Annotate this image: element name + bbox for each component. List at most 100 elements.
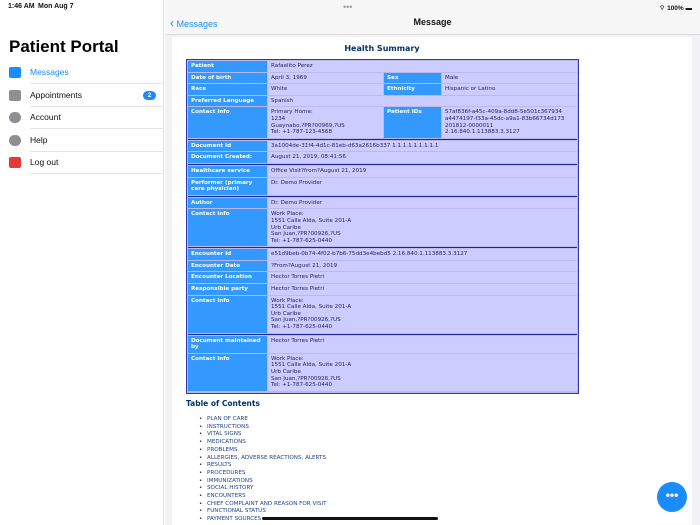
sidebar: 1:46 AM Mon Aug 7 Patient Portal Message… — [0, 0, 164, 525]
field-value: April 3, 1969 — [268, 72, 383, 84]
sidebar-item-messages[interactable]: Messages — [0, 62, 164, 84]
toc-link[interactable]: SOCIAL HISTORY — [199, 485, 327, 493]
toc-link[interactable]: FUNCTIONAL STATUS — [199, 508, 327, 516]
field-value: 57af836f-a45c-409a-8dd8-5e501c367934 a44… — [442, 107, 577, 138]
home-indicator — [262, 517, 438, 520]
field-value: ?From?August 21, 2019 — [268, 260, 577, 272]
envelope-icon — [9, 67, 21, 78]
table-row: Date of birth April 3, 1969 Sex Male — [188, 72, 577, 84]
field-label: Contact info — [188, 107, 267, 138]
logout-icon — [9, 157, 21, 168]
table-row: Encounter Id e51d9beb-0b74-4f02-b7b6-75dd… — [188, 249, 577, 260]
status-date: Mon Aug 7 — [38, 3, 74, 10]
field-value: Primary Home: 1234 Guaynabo,?PR?00969,?U… — [268, 107, 383, 138]
sidebar-item-label: Appointments — [30, 89, 82, 100]
sidebar-item-label: Log out — [30, 157, 59, 167]
toc-list: PLAN OF CAREINSTRUCTIONSVITAL SIGNSMEDIC… — [199, 416, 327, 524]
table-row: Contact info Primary Home: 1234 Guaynabo,… — [188, 107, 577, 138]
divider — [30, 150, 164, 152]
toc-link[interactable]: INSTRUCTIONS — [199, 424, 327, 432]
person-icon — [9, 112, 21, 123]
field-label: Preferred Language — [188, 95, 267, 107]
field-label: Encounter Date — [188, 260, 267, 272]
table-section: Document Id 3a1004de-31f4-4d1c-81eb-d63a2… — [188, 138, 577, 163]
table-section: Author Dr. Demo Provider Contact info Work … — [188, 195, 577, 247]
toc-link[interactable]: PAYMENT SOURCES — [199, 516, 327, 524]
field-value: Work Place: 1551 Calle Alda, Suite 201-A… — [268, 353, 577, 391]
more-button[interactable]: ••• — [657, 482, 687, 512]
battery-status: ⌔ 100% ▬ — [659, 5, 692, 12]
field-label: Contact info — [188, 295, 267, 333]
field-value: 3a1004de-31f4-4d1c-81eb-d63a2616b337 1.1… — [268, 140, 577, 152]
sidebar-item-label: Messages — [30, 67, 69, 77]
table-section: Patient Rafaelito Perez Date of birth April… — [188, 61, 577, 138]
field-label: Contact info — [188, 209, 267, 247]
field-value: Spanish — [268, 95, 577, 107]
field-label: Contact info — [188, 353, 267, 391]
status-time: 1:46 AM — [8, 3, 35, 10]
multitask-dots-icon[interactable]: ••• — [343, 2, 353, 12]
table-row: Document Created: August 21, 2019, 08:41:… — [188, 152, 577, 163]
field-value: Hispanic or Latino — [442, 84, 577, 95]
toc-link[interactable]: CHIEF COMPLAINT AND REASON FOR VISIT — [199, 501, 327, 509]
toc-link[interactable]: RESULTS — [199, 462, 327, 470]
field-label: Performer (primary care physician) — [188, 177, 267, 195]
sidebar-item-log-out[interactable]: Log out — [0, 152, 164, 174]
toc-link[interactable]: MEDICATIONS — [199, 439, 327, 447]
table-row: Author Dr. Demo Provider — [188, 197, 577, 209]
message-body: Health Summary Patient Rafaelito Perez Dat… — [172, 37, 692, 525]
field-value: White — [268, 84, 383, 95]
sidebar-item-help[interactable]: Help — [0, 130, 164, 152]
table-row: Patient Rafaelito Perez — [188, 61, 577, 72]
table-row: Healthcare service Office Visit?from?Augu… — [188, 165, 577, 177]
table-row: Contact info Work Place: 1551 Calle Alda,… — [188, 353, 577, 391]
count-badge: 2 — [143, 90, 156, 100]
summary-table: Patient Rafaelito Perez Date of birth April… — [186, 59, 579, 394]
toc-link[interactable]: VITAL SIGNS — [199, 431, 327, 439]
divider — [30, 128, 164, 129]
table-row: Encounter Date ?From?August 21, 2019 — [188, 260, 577, 272]
table-row: Preferred Language Spanish — [188, 95, 577, 107]
table-row: Document maintained by Hector Torres Piet… — [188, 335, 577, 353]
app-title: Patient Portal — [9, 37, 119, 56]
nav-bar: ••• ⌔ 100% ▬ ‹ Messages Message — [165, 0, 700, 35]
field-label: Date of birth — [188, 72, 267, 84]
field-value: Work Place: 1551 Calle Alda, Suite 201-A… — [268, 295, 577, 333]
table-section: Document maintained by Hector Torres Piet… — [188, 333, 577, 391]
sidebar-item-account[interactable]: Account — [0, 107, 164, 129]
field-label: Healthcare service — [188, 165, 267, 177]
divider — [30, 83, 164, 84]
toc-link[interactable]: PLAN OF CARE — [199, 416, 327, 424]
toc-link[interactable]: PROCEDURES — [199, 470, 327, 478]
toc-link[interactable]: ENCOUNTERS — [199, 493, 327, 501]
table-row: Contact info Work Place: 1551 Calle Alda,… — [188, 209, 577, 247]
toc-link[interactable]: PROBLEMS — [199, 447, 327, 455]
toc-link[interactable]: ALLERGIES, ADVERSE REACTIONS, ALERTS — [199, 455, 327, 463]
field-value: e51d9beb-0b74-4f02-b7b6-75dd3e4bebd5 2.1… — [268, 249, 577, 260]
table-section: Healthcare service Office Visit?from?Augu… — [188, 163, 577, 195]
field-value: Dr. Demo Provider — [268, 177, 577, 195]
field-label: Race — [188, 84, 267, 95]
table-row: Encounter Location Hector Torres Pietri — [188, 272, 577, 284]
divider — [30, 173, 164, 174]
field-value: Rafaelito Perez — [268, 61, 577, 72]
back-button[interactable]: ‹ Messages — [170, 16, 218, 30]
field-value: Work Place: 1551 Calle Alda, Suite 201-A… — [268, 209, 577, 247]
field-value: Hector Torres Pietri — [268, 335, 577, 353]
sidebar-item-appointments[interactable]: Appointments 2 — [0, 85, 164, 107]
field-label: Encounter Location — [188, 272, 267, 284]
field-value: Male — [442, 72, 577, 84]
lifebuoy-icon — [9, 134, 21, 146]
field-label: Author — [188, 197, 267, 209]
field-label: Document Created: — [188, 152, 267, 163]
field-label: Patient — [188, 61, 267, 72]
sidebar-item-label: Help — [30, 134, 48, 145]
field-value: Office Visit?from?August 21, 2019 — [268, 165, 577, 177]
toc-link[interactable]: IMMUNIZATIONS — [199, 478, 327, 486]
field-label: Patient IDs — [384, 107, 441, 138]
table-row: Contact info Work Place: 1551 Calle Alda,… — [188, 295, 577, 333]
field-value: Hector Torres Pietri — [268, 284, 577, 295]
field-label: Sex — [384, 72, 441, 84]
field-label: Document maintained by — [188, 335, 267, 353]
field-label: Ethnicity — [384, 84, 441, 95]
